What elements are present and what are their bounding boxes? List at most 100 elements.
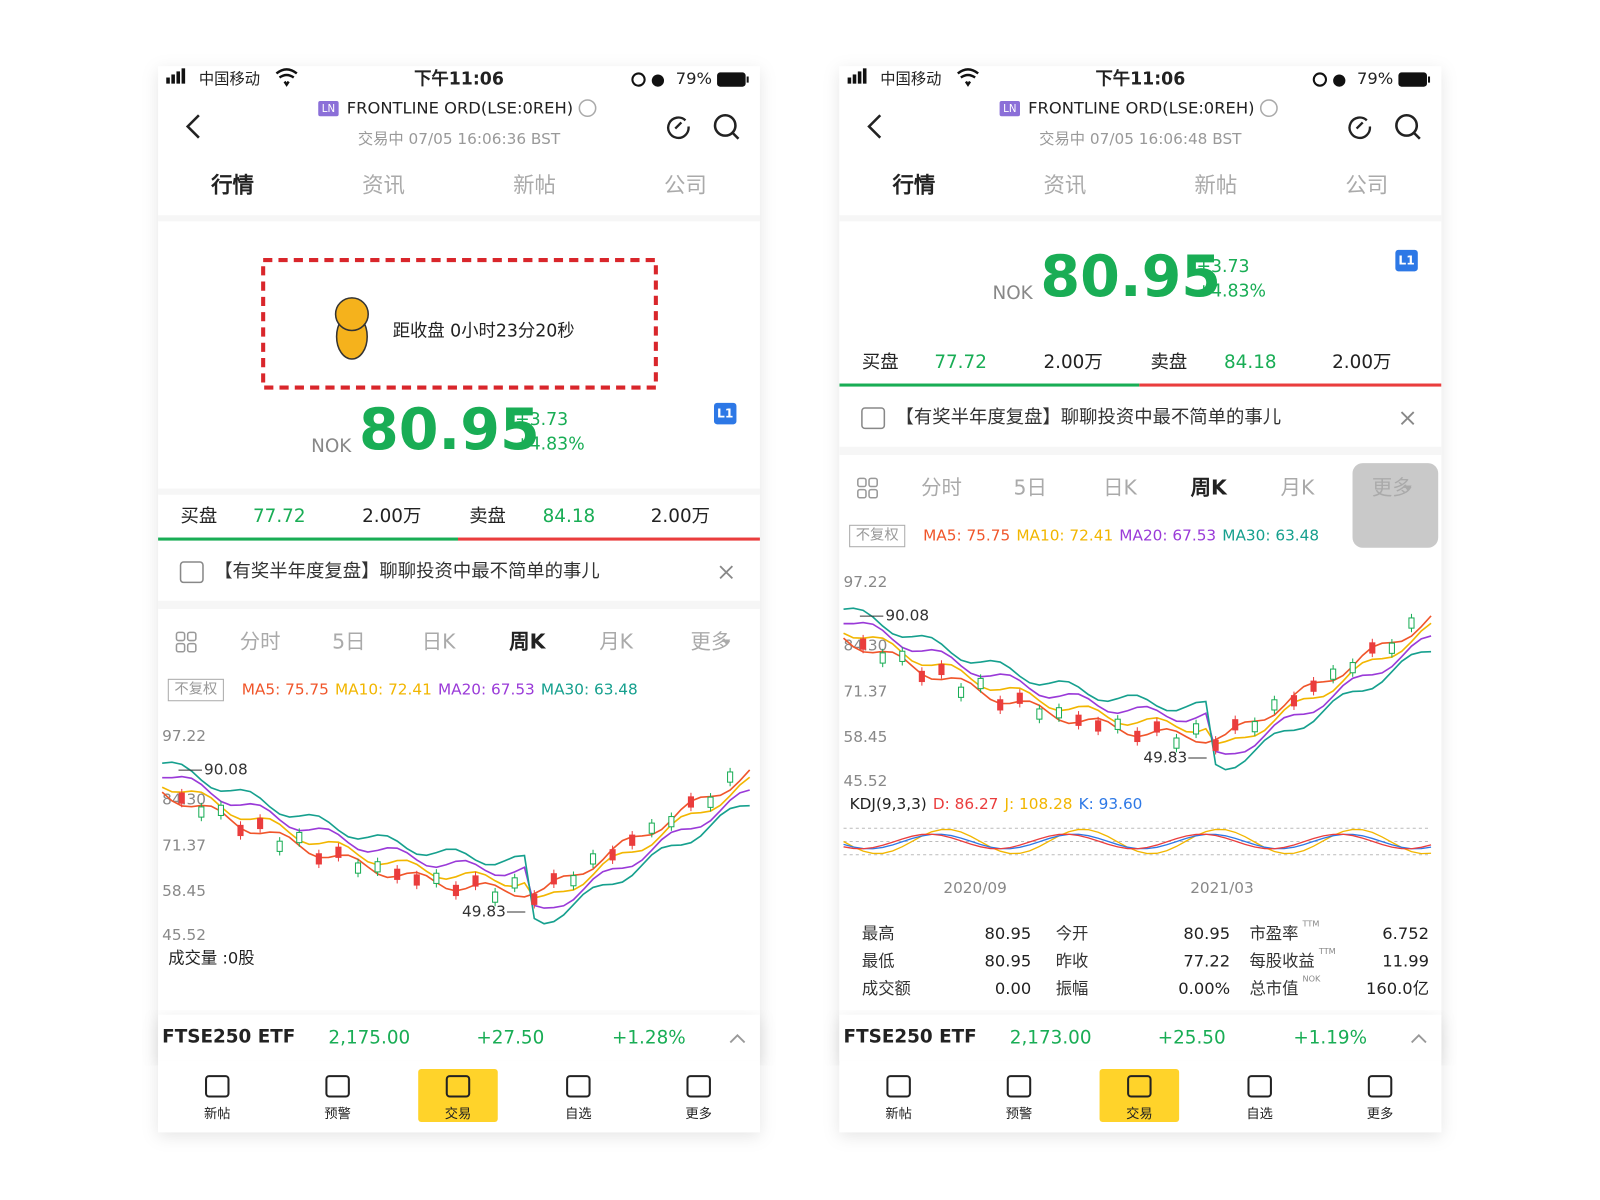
banner-text[interactable]: 【有奖半年度复盘】聊聊投资中最不简单的事儿 [896,407,1282,428]
ticker-bar[interactable] [839,1014,1442,1061]
chart-tab[interactable]: 月K [1281,476,1315,500]
nav-label[interactable]: 交易 [445,1105,472,1122]
candle-body [472,875,479,887]
chart-tab[interactable]: 周K [1191,476,1228,500]
nav-icon [566,1075,591,1098]
nav-label[interactable]: 新帖 [885,1106,912,1122]
kdj-value: KDJ(9,3,3) [850,794,927,812]
main-tab[interactable]: 新帖 [513,174,556,199]
price-change: +3.73 [1196,257,1249,277]
kdj-line [843,833,1432,850]
trade-status: 交易中 07/05 16:06:48 BST [1039,130,1242,148]
more-arrow [1403,485,1412,491]
nav-label[interactable]: 更多 [1367,1105,1394,1122]
candle-body [1036,708,1043,720]
candle-body [433,872,440,884]
candle-body [1330,668,1337,680]
candle-body [860,638,867,650]
ticker-name: FTSE250 ETF [844,1026,977,1047]
chart-grid-icon [186,642,197,653]
ma-value: MA10: 72.41 [1016,526,1113,544]
candle-body [1153,721,1160,733]
ask-label: 卖盘 [1151,352,1188,373]
main-tab[interactable]: 公司 [1345,174,1388,199]
last-price: 80.95 [1040,244,1221,310]
banner-close[interactable] [719,565,734,579]
signal-bar [176,71,181,84]
refresh-button[interactable] [667,116,690,140]
stock-title: FRONTLINE ORD(LSE:0REH) [1028,99,1254,118]
nav-icon [1127,1075,1152,1098]
high-note: 90.08 [885,607,929,625]
ma-value: MA5: 75.75 [242,680,329,698]
chart-tab[interactable]: 日K [422,630,456,654]
stat-value: 80.95 [985,951,1032,970]
y-axis-label: 58.45 [844,728,888,746]
ticker-price: 2,175.00 [328,1027,410,1048]
main-tab[interactable]: 公司 [664,174,707,199]
ask-size: 2.00万 [1332,352,1391,373]
nav-label[interactable]: 交易 [1126,1105,1153,1122]
candle-body [257,817,264,830]
ma-line [162,775,750,909]
nav-label[interactable]: 预警 [324,1106,351,1122]
price-change: +3.73 [515,410,568,430]
candle-body [1212,739,1219,751]
chart-tab[interactable]: 日K [1103,476,1137,500]
stat-superscript: NOK [1303,974,1322,984]
last-price: 80.95 [359,397,540,463]
help-icon [578,99,597,118]
back-button[interactable] [185,114,200,139]
price-change-pct: +4.83% [1196,282,1266,302]
banner-close[interactable] [1400,411,1415,425]
main-tab[interactable]: 资讯 [362,174,405,199]
main-tab[interactable]: 行情 [210,173,254,199]
tab-divider [839,215,1442,222]
kdj-legend: KDJ(9,3,3) D: 86.27 J: 108.28 K: 93.60 [850,794,1143,812]
nav-label[interactable]: 新帖 [204,1106,231,1122]
main-tab[interactable]: 资讯 [1043,174,1086,199]
level-badge [714,402,737,425]
candle-body [511,877,518,889]
refresh-button[interactable] [1348,116,1372,140]
candle-body [687,796,695,808]
banner-icon [179,561,204,584]
stat-value: 0.00% [1178,979,1230,998]
signal-bar [862,68,867,84]
ticker-bar[interactable] [158,1014,760,1061]
nav-label[interactable]: 预警 [1006,1106,1033,1122]
chart-tab[interactable]: 5日 [332,630,365,654]
candle-body [609,849,616,861]
main-tab[interactable]: 新帖 [1194,174,1237,199]
bid-bar [839,383,1140,387]
nav-label[interactable]: 更多 [685,1105,712,1122]
back-button[interactable] [867,114,882,139]
kdj-value: J: 108.28 [1004,794,1073,812]
touch-highlight [1352,463,1439,548]
chart-tab[interactable]: 分时 [240,630,281,654]
stock-title: FRONTLINE ORD(LSE:0REH) [347,99,573,118]
banner-text[interactable]: 【有奖半年度复盘】聊聊投资中最不简单的事儿 [214,561,600,582]
candle-body [1369,642,1376,654]
main-tab[interactable]: 行情 [892,173,936,199]
mascot-head [334,297,369,332]
nav-label[interactable]: 自选 [1246,1106,1273,1122]
market-badge [999,100,1020,117]
chart-tab[interactable]: 周K [509,630,546,654]
ticker-expand [729,1034,746,1044]
chart-tab[interactable]: 分时 [921,476,962,500]
y-axis-label: 58.45 [162,882,206,900]
candle-body [629,834,636,846]
screen-card [839,66,1442,1133]
ticker-change-pct: +1.19% [1293,1027,1367,1048]
search-button[interactable] [1395,113,1419,137]
ma-line [162,761,750,925]
candle-body [977,677,984,690]
nav-label[interactable]: 自选 [565,1106,592,1122]
stat-label: 最低 [862,951,895,970]
chart-tab[interactable]: 月K [599,630,633,654]
search-button[interactable] [713,113,737,137]
candle-body [178,792,185,804]
nav-icon [325,1075,350,1098]
chart-tab[interactable]: 5日 [1014,476,1047,500]
